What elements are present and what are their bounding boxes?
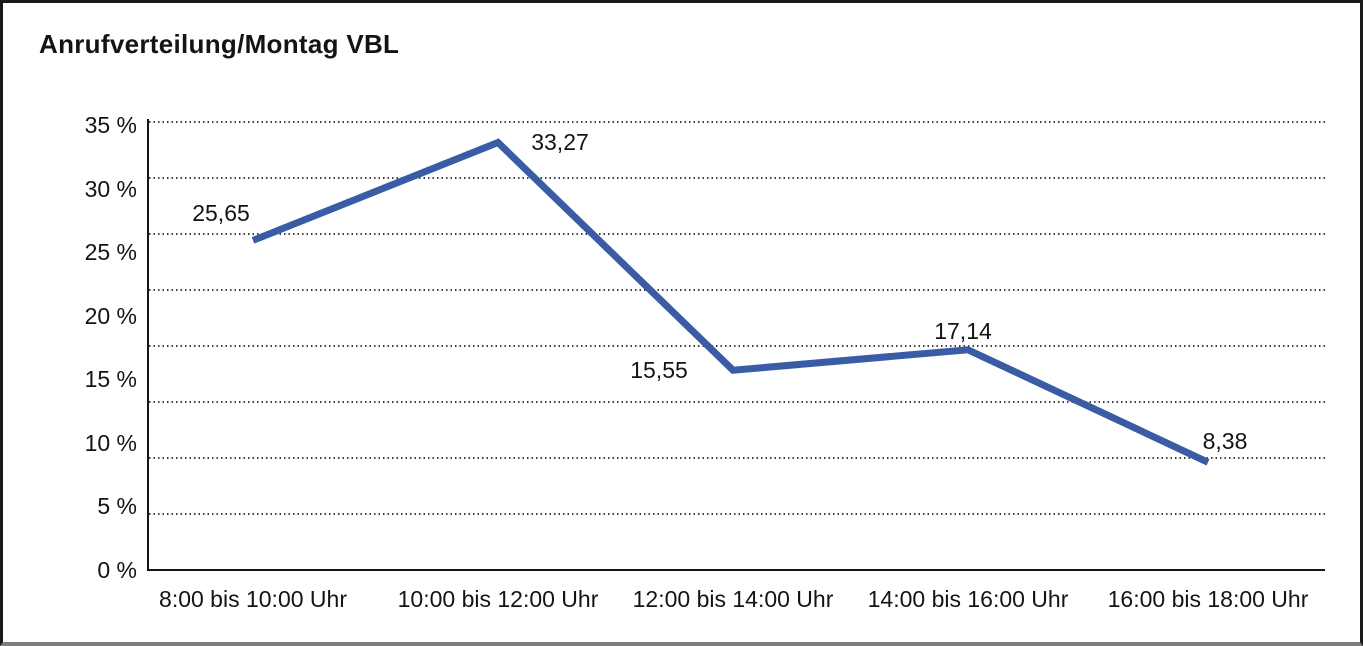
x-tick-label: 14:00 bis 16:00 Uhr (867, 586, 1069, 612)
x-tick-label: 16:00 bis 18:00 Uhr (1107, 586, 1309, 612)
plot-area: 35 % 30 % 25 % 20 % 15 % 10 % 5 % 0 % 8:00 bis 1… (3, 3, 1360, 642)
data-point-label: 8,38 (1202, 428, 1248, 455)
gridline (149, 177, 1325, 179)
x-tick-label: 12:00 bis 14:00 Uhr (632, 586, 834, 612)
chart-title: Anrufverteilung/Montag VBL (39, 29, 400, 59)
y-axis (147, 119, 149, 571)
gridline (149, 401, 1325, 403)
x-tick-label: 8:00 bis 10:00 Uhr (159, 586, 347, 612)
gridline (149, 233, 1325, 235)
y-tick-label: 0 % (97, 557, 137, 583)
y-tick-label: 5 % (97, 493, 137, 520)
x-tick-label: 10:00 bis 12:00 Uhr (397, 586, 599, 612)
gridline (149, 513, 1325, 515)
gridline (149, 289, 1325, 291)
gridline (149, 345, 1325, 347)
line-layer (251, 138, 1210, 466)
y-tick-label: 20 % (84, 302, 137, 329)
y-tick-label: 25 % (84, 239, 137, 266)
data-line (251, 138, 1210, 466)
data-point-label: 25,65 (192, 200, 250, 227)
y-tick-label: 15 % (84, 366, 137, 393)
data-point-label: 33,27 (531, 129, 589, 156)
y-tick-label: 35 % (84, 112, 137, 138)
gridline (149, 457, 1325, 459)
data-point-label: 17,14 (934, 317, 992, 344)
data-point-label: 15,55 (630, 357, 688, 384)
x-axis (147, 569, 1325, 571)
y-tick-label: 30 % (84, 175, 137, 202)
y-tick-label: 10 % (84, 429, 137, 456)
gridline (149, 121, 1325, 123)
